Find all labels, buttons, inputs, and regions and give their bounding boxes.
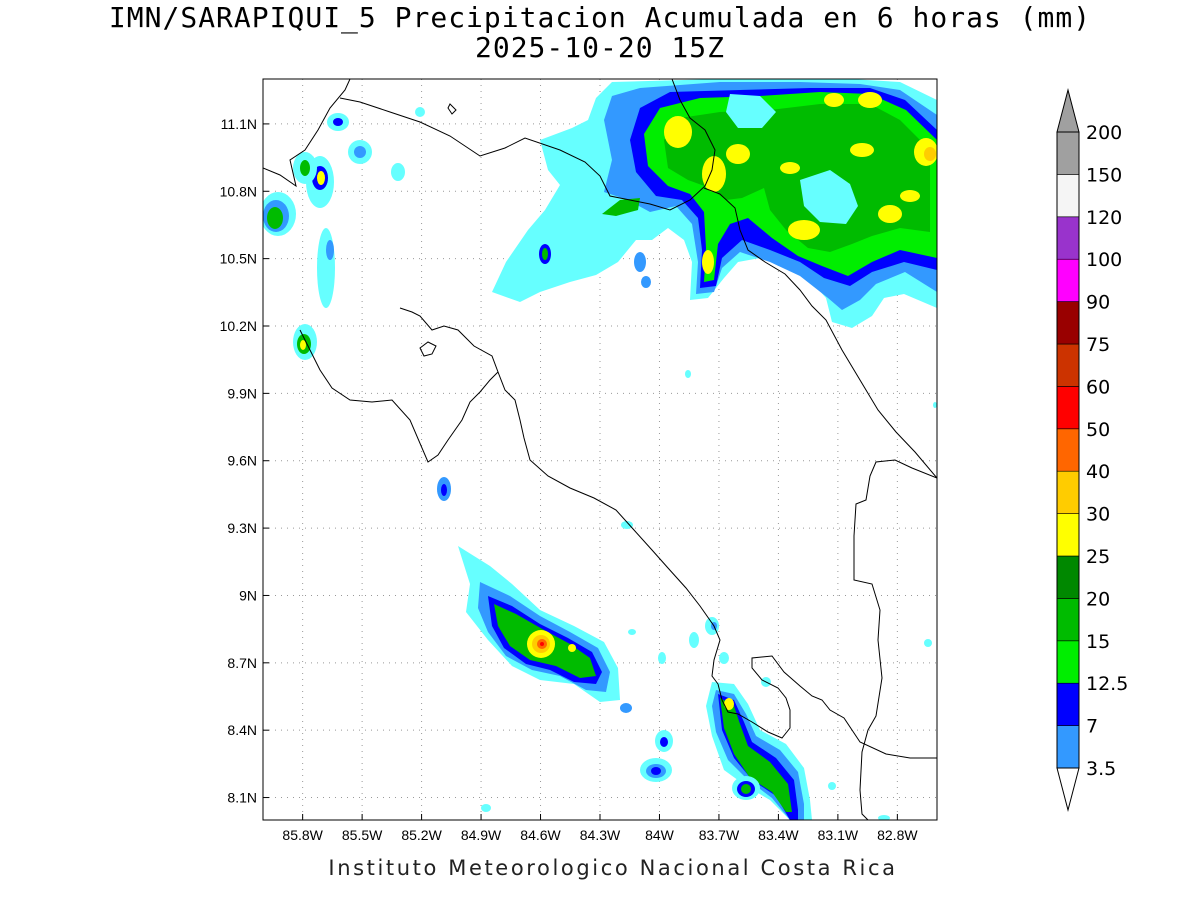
lon-tick-label: 82.8W xyxy=(877,827,918,843)
precip-core-ne5 xyxy=(878,205,902,223)
precipitation-fields xyxy=(263,79,937,820)
precip-core-ne10 xyxy=(824,93,844,107)
colorbar-swatch xyxy=(1056,301,1080,345)
lon-tick-label: 84.3W xyxy=(580,827,621,843)
colorbar-swatch xyxy=(1056,598,1080,642)
precip-area-northeast xyxy=(492,79,937,328)
colorbar-label: 50 xyxy=(1086,419,1110,441)
pacific-coast-nicoya xyxy=(299,307,499,463)
lat-tick-label: 10.8N xyxy=(220,183,257,199)
colorbar-swatch xyxy=(1056,258,1080,302)
precip-area-central xyxy=(437,370,937,529)
precip-core-ne9 xyxy=(702,250,714,274)
longitude-axis-labels: 85.8W 85.5W 85.2W 84.9W 84.6W 84.3W 84W 83.7W 83… xyxy=(282,814,918,843)
lat-tick-label: 9N xyxy=(239,587,257,603)
colorbar-swatch xyxy=(1056,555,1080,599)
colorbar-max-arrow xyxy=(1056,88,1080,133)
precip-area-south xyxy=(458,546,932,820)
lon-tick-label: 83.4W xyxy=(758,827,799,843)
lat-tick-label: 8.1N xyxy=(227,790,257,806)
colorbar-swatch xyxy=(1056,470,1080,514)
lat-tick-label: 9.6N xyxy=(227,453,257,469)
colorbar-swatch xyxy=(1056,216,1080,260)
precipitation-colorbar: 3.5 7 12.5 15 20 25 30 40 50 60 75 90 100 120 150 200 xyxy=(1056,88,1128,812)
lat-tick-label: 10.2N xyxy=(220,318,257,334)
colorbar-swatch xyxy=(1056,682,1080,726)
lon-tick-label: 84W xyxy=(645,827,675,843)
colorbar-label: 90 xyxy=(1086,292,1110,314)
map-title: IMN/SARAPIQUI_5 Precipitacion Acumulada … xyxy=(108,1,1092,34)
colorbar-label: 25 xyxy=(1086,546,1110,568)
precip-area-ne-hole2 xyxy=(726,94,776,128)
precip-band-ne xyxy=(602,198,640,216)
lon-tick-label: 85.5W xyxy=(342,827,383,843)
lon-tick-label: 84.6W xyxy=(520,827,561,843)
lake-nicaragua-shore xyxy=(447,103,457,115)
pacific-coast-central xyxy=(497,371,721,685)
colorbar-label: 200 xyxy=(1086,122,1122,144)
precip-core-ne1 xyxy=(664,116,692,148)
map-valid-time: 2025-10-20 15Z xyxy=(474,31,725,64)
nicaragua-costa-rica-border xyxy=(339,79,716,211)
lat-tick-label: 9.3N xyxy=(227,520,257,536)
precip-area-s-coast-green xyxy=(720,698,792,812)
gulf-of-nicoya-island xyxy=(419,341,437,357)
colorbar-label: 3.5 xyxy=(1086,758,1116,780)
lat-tick-label: 8.4N xyxy=(227,722,257,738)
precip-area-northwest xyxy=(263,107,425,360)
lon-tick-label: 83.1W xyxy=(818,827,859,843)
colorbar-min-arrow xyxy=(1056,767,1080,812)
lon-tick-label: 84.9W xyxy=(461,827,502,843)
lat-tick-label: 10.5N xyxy=(220,251,257,267)
precip-spot-ne3 xyxy=(641,276,651,288)
footer-credit: Instituto Meteorologico Nacional Costa R… xyxy=(328,856,898,880)
colorbar-label: 40 xyxy=(1086,461,1110,483)
panama-costa-rica-border xyxy=(853,459,937,820)
lat-tick-label: 9.9N xyxy=(227,385,257,401)
lon-tick-label: 85.2W xyxy=(401,827,442,843)
precip-spot-ne1-core xyxy=(542,248,548,260)
lat-tick-label: 8.7N xyxy=(227,655,257,671)
colorbar-swatch xyxy=(1056,174,1080,218)
colorbar-label: 60 xyxy=(1086,376,1110,398)
lat-tick-label: 11.1N xyxy=(221,116,257,132)
latitude-axis-labels: 11.1N 10.8N 10.5N 10.2N 9.9N 9.6N 9.3N 9N 8.7N 8.… xyxy=(220,116,269,806)
precip-core-ne11 xyxy=(780,162,800,174)
colorbar-label: 15 xyxy=(1086,631,1110,653)
precip-area-ne-hole1 xyxy=(800,170,858,224)
precip-core-ne8 xyxy=(924,147,936,161)
precip-core-ne2 xyxy=(702,156,726,192)
precip-spot-ne2 xyxy=(634,252,646,272)
precip-core-ne12 xyxy=(850,143,874,157)
colorbar-label: 30 xyxy=(1086,504,1110,526)
precip-core-ne3 xyxy=(726,144,750,164)
colorbar-swatch xyxy=(1056,640,1080,684)
coastline-borders xyxy=(263,79,937,820)
colorbar-label: 100 xyxy=(1086,249,1122,271)
colorbar-swatch xyxy=(1056,131,1080,175)
colorbar-label: 150 xyxy=(1086,164,1122,186)
osa-peninsula-coast xyxy=(717,655,937,759)
colorbar-swatch xyxy=(1056,343,1080,387)
precip-core-ne6 xyxy=(858,92,882,108)
colorbar-label: 75 xyxy=(1086,334,1110,356)
precip-core-ne13 xyxy=(900,190,920,202)
colorbar-swatch xyxy=(1056,725,1080,769)
colorbar-label: 7 xyxy=(1086,716,1098,738)
colorbar-swatch xyxy=(1056,428,1080,472)
colorbar-label: 120 xyxy=(1086,207,1122,229)
colorbar-swatch xyxy=(1056,513,1080,557)
colorbar-swatch xyxy=(1056,386,1080,430)
colorbar-outline xyxy=(1056,131,1080,769)
colorbar-label: 12.5 xyxy=(1086,673,1128,695)
caribbean-coast xyxy=(703,187,937,479)
nicaragua-pacific-coast xyxy=(263,79,351,188)
precip-area-ne-green2 xyxy=(664,104,930,252)
lon-tick-label: 85.8W xyxy=(282,827,323,843)
lon-tick-label: 83.7W xyxy=(699,827,740,843)
colorbar-label: 20 xyxy=(1086,588,1110,610)
precip-core-ne4 xyxy=(788,220,820,240)
